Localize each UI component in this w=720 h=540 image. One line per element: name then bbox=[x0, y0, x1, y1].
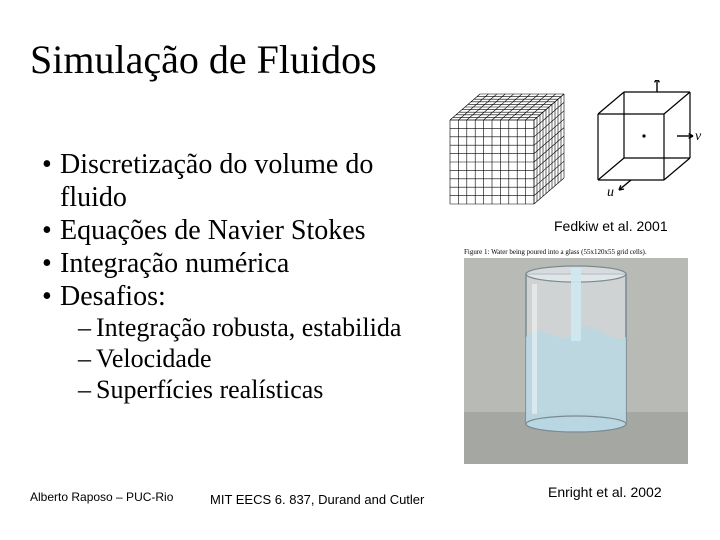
caption-enright: Enright et al. 2002 bbox=[548, 484, 662, 500]
bullet-item: Desafios: bbox=[60, 280, 401, 313]
water-glass-figure: Figure 1: Water being poured into a glas… bbox=[460, 246, 692, 466]
wire-cube-figure: w v u bbox=[584, 80, 704, 200]
bullet-item: Equações de Navier Stokes bbox=[60, 214, 401, 247]
slide-title: Simulação de Fluidos bbox=[30, 36, 377, 83]
bullet-item: Integração numérica bbox=[60, 247, 401, 280]
svg-text:Figure 1: Water being poured i: Figure 1: Water being poured into a glas… bbox=[464, 248, 647, 256]
bullet-sub-item: Integração robusta, estabilida bbox=[96, 313, 401, 344]
bullet-item: Discretização do volume do fluido bbox=[60, 148, 400, 214]
grid-cube-figure bbox=[440, 80, 570, 210]
svg-text:w: w bbox=[661, 80, 671, 82]
svg-text:u: u bbox=[607, 185, 614, 200]
footer-author: Alberto Raposo – PUC-Rio bbox=[30, 490, 173, 504]
bullet-sub-item: Velocidade bbox=[96, 344, 401, 375]
bullet-list: Discretização do volume do fluidoEquaçõe… bbox=[60, 148, 401, 405]
bullet-sub-item: Superfícies realísticas bbox=[96, 375, 401, 406]
caption-fedkiw: Fedkiw et al. 2001 bbox=[554, 218, 668, 234]
svg-text:v: v bbox=[695, 129, 702, 144]
footer-source: MIT EECS 6. 837, Durand and Cutler bbox=[210, 492, 424, 507]
